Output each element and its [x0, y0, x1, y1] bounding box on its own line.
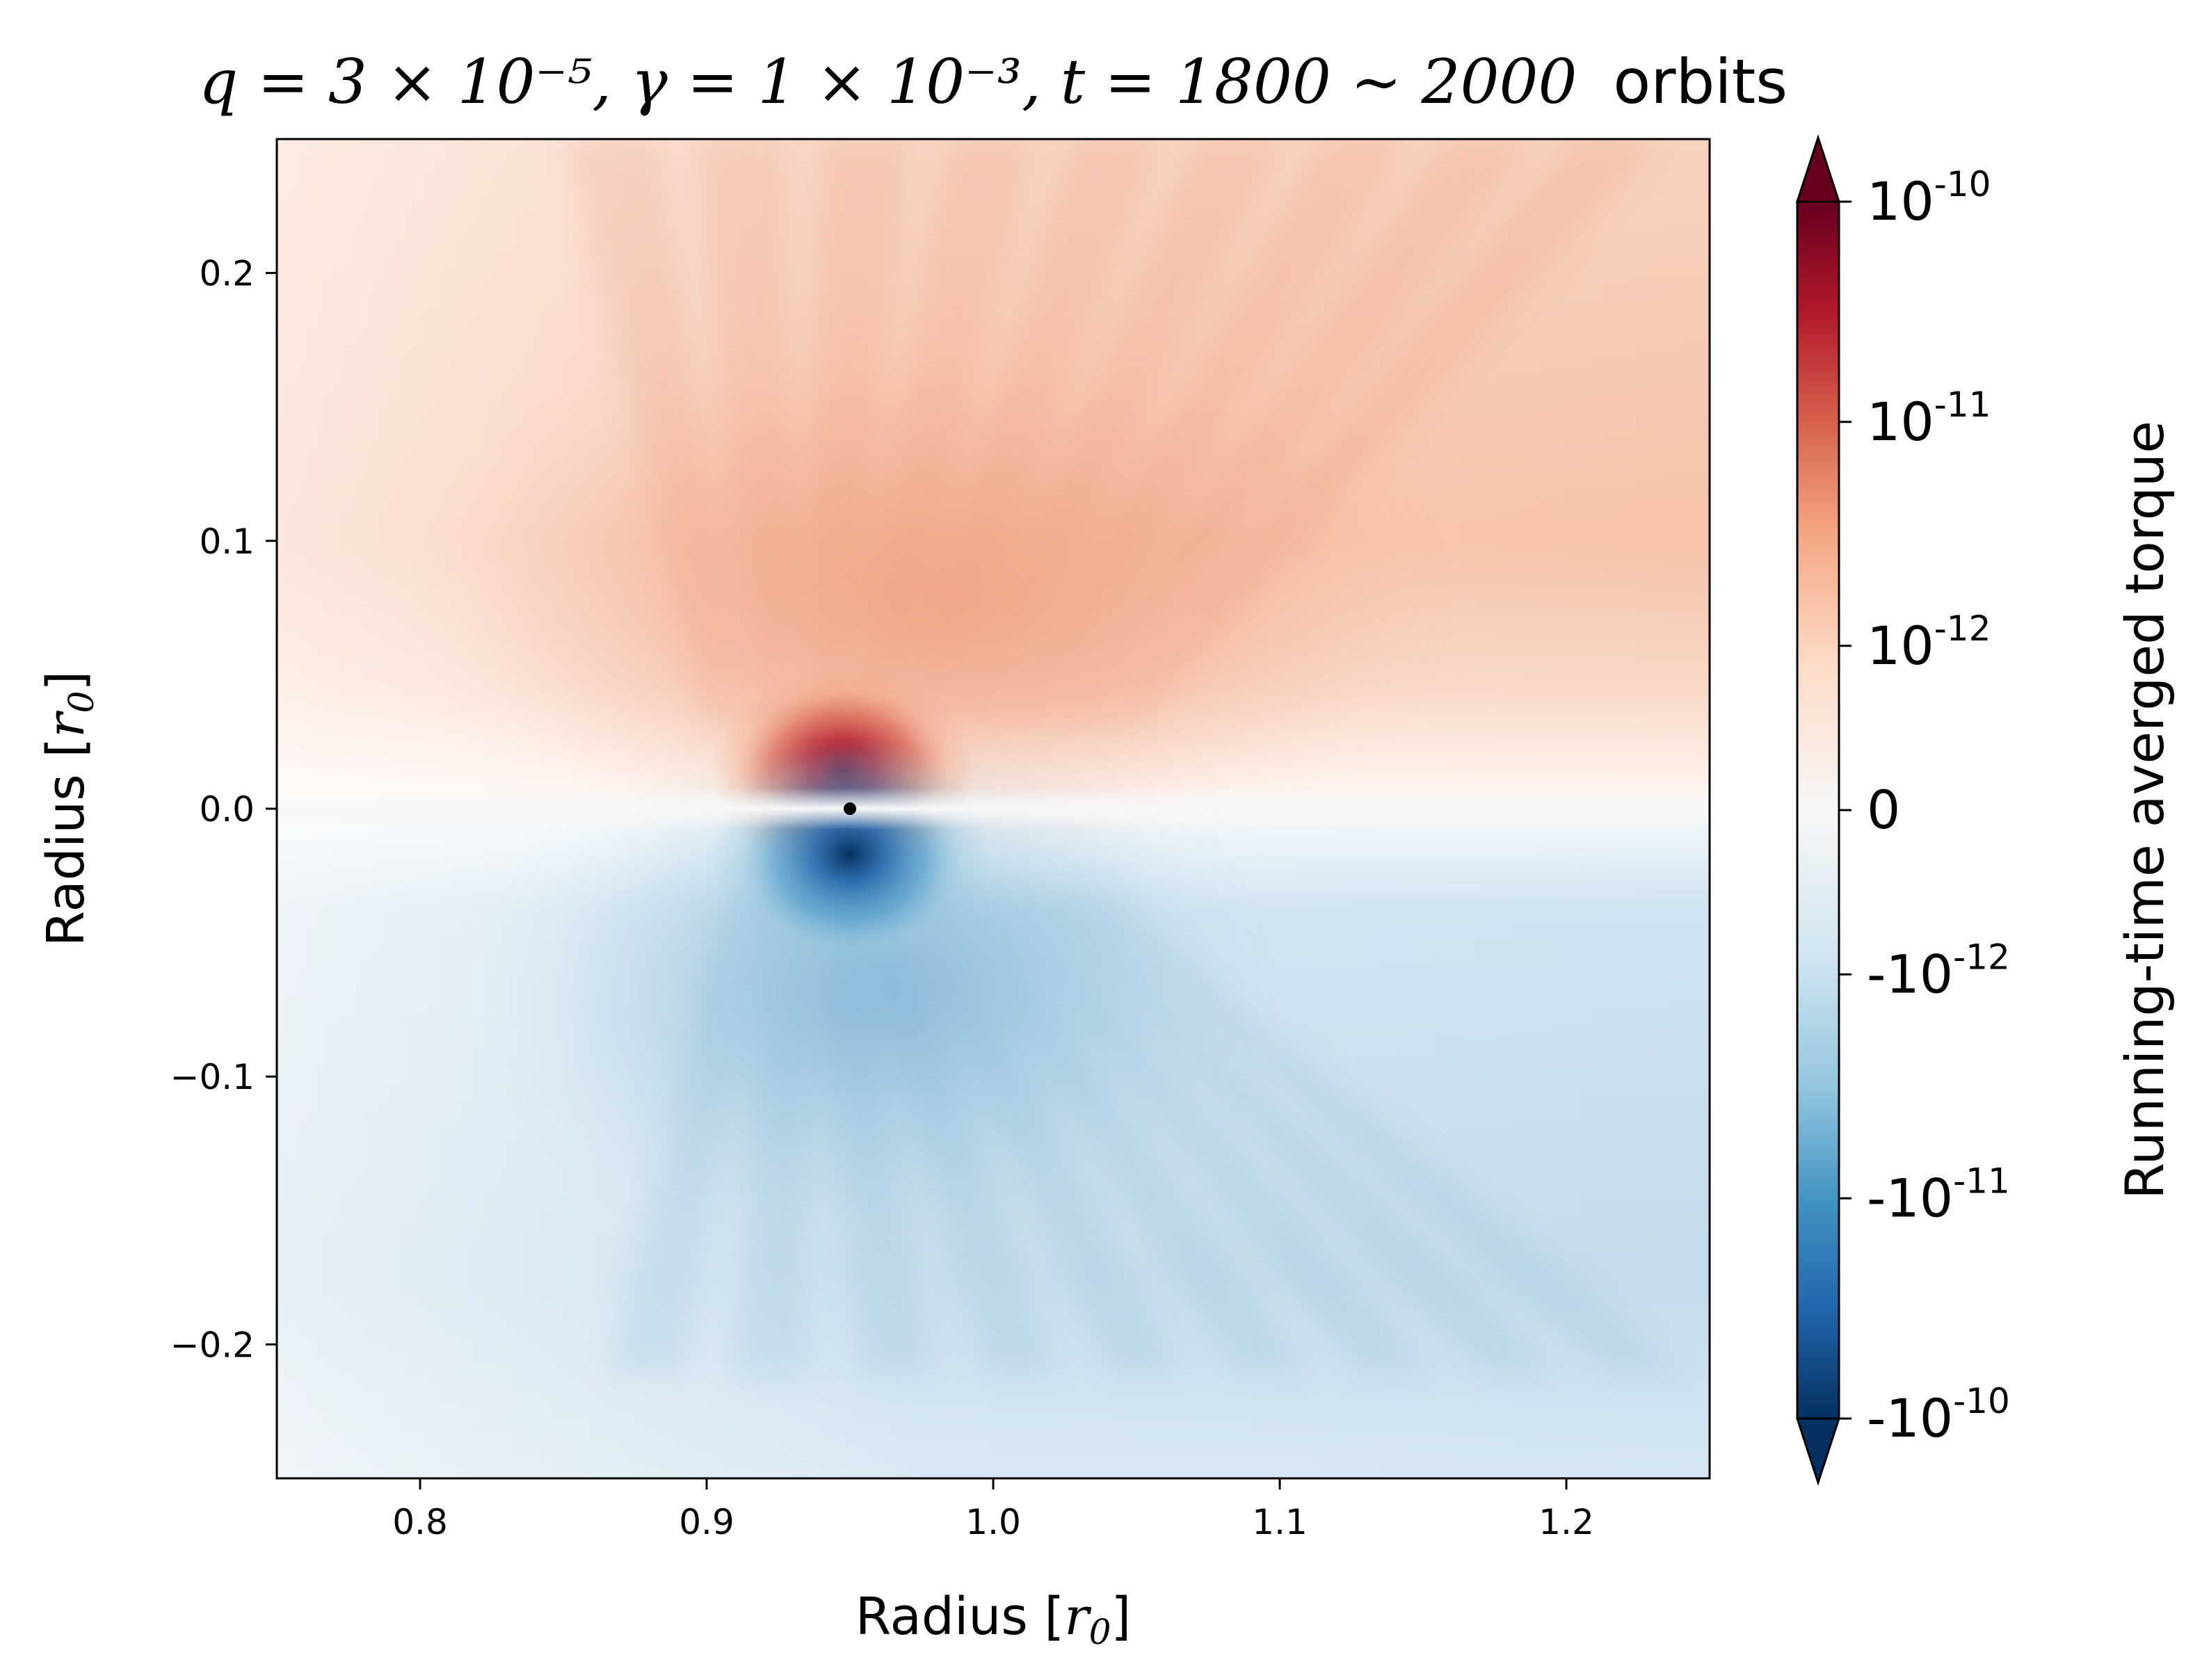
colorbar-tick-base: -10 [1867, 1167, 1953, 1229]
colorbar-tick-exponent: -11 [1953, 1161, 2010, 1201]
x-axis-label: Radius [r0] [856, 1587, 1132, 1652]
y-axis-label-close: ] [36, 671, 96, 691]
heatmap-negative-halo [516, 739, 1239, 1240]
y-axis-label-sub: 0 [61, 691, 102, 713]
colorbar-tick-label: 10-11 [1867, 385, 1991, 453]
chart-title-math: q = 3 × 10⁻⁵, γ = 1 × 10⁻³, t = 1800 ∼ 2… [199, 46, 1577, 118]
colorbar-tick-exponent: -12 [1934, 608, 1991, 649]
colorbar-label: Running-time averged torque [2114, 421, 2176, 1200]
y-tick-label: 0.2 [199, 254, 255, 294]
heatmap-positive-halo [447, 350, 1420, 850]
x-axis-label-sub: 0 [1089, 1612, 1111, 1652]
heatmap-negative-core [711, 736, 989, 972]
colorbar-tick-base: 10 [1867, 170, 1934, 232]
colorbar-tick-label: 10-12 [1867, 608, 1991, 677]
x-tick-label: 1.0 [965, 1502, 1021, 1542]
y-axis-label-text: Radius [ [36, 738, 96, 947]
colorbar-tick-base: -10 [1867, 1387, 1953, 1449]
colorbar-extend-max [1795, 134, 1841, 203]
colorbar-tick-base: 10 [1867, 391, 1934, 453]
x-axis-label-math: r [1064, 1587, 1092, 1647]
colorbar-tick-label: -10-10 [1867, 1381, 2010, 1449]
colorbar-tick-base: 0 [1867, 779, 1900, 841]
colorbar-gradient [1797, 202, 1839, 1419]
x-axis-label-text: Radius [ [856, 1587, 1065, 1647]
y-tick-label: −0.2 [170, 1325, 255, 1365]
colorbar-tick-label: 10-10 [1867, 164, 1991, 232]
y-tick-label: 0.1 [199, 522, 255, 562]
colorbar-tick-exponent: -10 [1934, 164, 1991, 204]
colorbar-tick-label: -10-11 [1867, 1161, 2010, 1229]
x-tick-label: 0.9 [679, 1502, 734, 1542]
colorbar-tick-exponent: -11 [1934, 385, 1991, 425]
colorbar-tick-base: -10 [1867, 943, 1953, 1005]
colorbar-tick-exponent: -10 [1953, 1381, 2010, 1421]
x-axis-label-close: ] [1111, 1587, 1131, 1647]
y-tick-label: −0.1 [170, 1057, 255, 1097]
y-axis-label: Radius [r0] [36, 671, 102, 947]
x-tick-label: 1.1 [1252, 1502, 1308, 1542]
colorbar-tick-exponent: -12 [1953, 937, 2010, 977]
y-tick-label: 0.0 [199, 789, 255, 830]
colorbar-tick-base: 10 [1867, 615, 1934, 677]
y-axis-ticks: 0.2 0.1 0.0 −0.1 −0.2 [170, 254, 277, 1365]
y-axis-label-math: r [36, 710, 96, 738]
heatmap-zero-band [277, 788, 1710, 830]
colorbar-extend-min [1795, 1417, 1841, 1486]
heatmap-plot [277, 139, 1710, 1478]
x-tick-label: 0.8 [392, 1502, 448, 1542]
chart-title: q = 3 × 10⁻⁵, γ = 1 × 10⁻³, t = 1800 ∼ 2… [199, 46, 1788, 118]
x-tick-label: 1.2 [1539, 1502, 1594, 1542]
colorbar-tick-label: 0 [1867, 779, 1900, 841]
colorbar-tick-label: -10-12 [1867, 937, 2010, 1005]
planet-marker [844, 802, 856, 815]
heatmap-image [277, 139, 1710, 1478]
x-axis-ticks: 0.8 0.9 1.0 1.1 1.2 [392, 1478, 1594, 1542]
chart-title-suffix: orbits [1613, 46, 1788, 118]
